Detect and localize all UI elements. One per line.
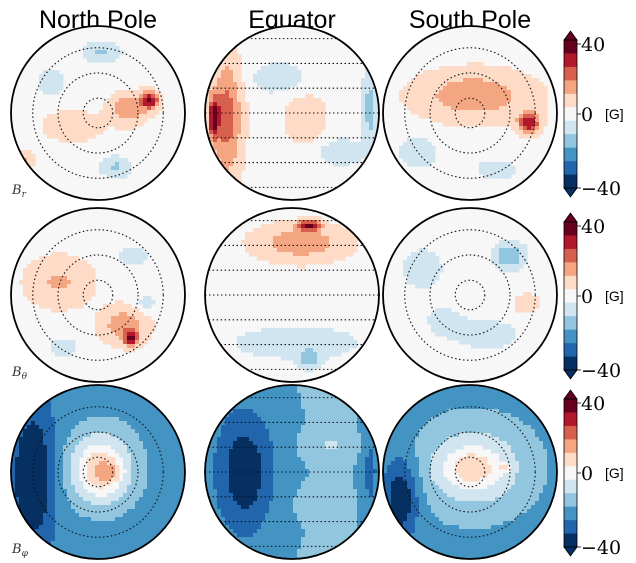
colorbar-level	[564, 356, 577, 371]
colorbar-level	[564, 452, 577, 467]
colorbar-level	[564, 479, 577, 494]
panel-border	[382, 207, 558, 383]
colorbar-1: 40 0 −40 [G]	[563, 212, 624, 382]
colorbar-level	[564, 439, 577, 454]
colorbars: 40 0 −40 [G] 40 0 −40 [G] 40 0 −40 [G]	[563, 30, 624, 559]
panel-0-2	[383, 26, 557, 200]
colorbar-unit: [G]	[605, 106, 624, 122]
colorbar-level	[564, 493, 577, 507]
colorbar-tick-label: −40	[581, 360, 621, 382]
colorbar-level	[564, 262, 577, 277]
colorbar-level	[564, 275, 577, 290]
colorbar-0: 40 0 −40 [G]	[563, 30, 624, 200]
colorbar-level	[564, 302, 577, 317]
panel-1-2	[383, 208, 557, 382]
row-label-0: Br	[11, 183, 27, 200]
row-label-1: Bθ	[11, 365, 28, 382]
colorbar-level	[564, 466, 577, 481]
colorbar-unit: [G]	[605, 465, 624, 481]
panel-border	[10, 25, 186, 201]
colorbar-tick-label: 40	[581, 216, 605, 238]
panel-border	[204, 384, 380, 560]
colorbar-level	[564, 93, 577, 108]
colorbar-level	[564, 289, 577, 304]
colorbar-level	[564, 107, 577, 122]
colorbar-level	[564, 248, 577, 263]
panel-border	[10, 384, 186, 560]
colorbar-level	[564, 533, 577, 548]
panels	[11, 26, 557, 559]
colorbar-level	[564, 235, 577, 250]
panel-grid	[404, 406, 536, 538]
panel-border	[10, 207, 186, 383]
colorbar-level	[564, 520, 577, 534]
row-label-2: Bφ	[11, 542, 29, 559]
panel-grid	[404, 47, 536, 179]
panel-grid	[404, 229, 536, 361]
colorbar-level	[564, 329, 577, 344]
colorbar-tick-label: −40	[581, 537, 621, 559]
panel-border	[204, 25, 380, 201]
colorbar-level	[564, 66, 577, 81]
colorbar-min-arrow	[563, 187, 578, 198]
colorbar-level	[564, 134, 577, 148]
panel-border	[204, 207, 380, 383]
colorbar-level	[564, 316, 577, 330]
colorbar-level	[564, 222, 577, 236]
colorbar-level	[564, 174, 577, 189]
panel-2-2	[383, 385, 557, 559]
colorbar-unit: [G]	[605, 288, 624, 304]
colorbar-level	[564, 80, 577, 95]
panel-grid	[32, 406, 164, 538]
panel-grid	[205, 38, 379, 188]
colorbar-level	[564, 399, 577, 413]
colorbar-level	[564, 343, 577, 357]
colorbar-tick-label: −40	[581, 178, 621, 200]
colorbar-level	[564, 506, 577, 521]
panel-grid	[205, 220, 379, 370]
colorbar-level	[564, 412, 577, 427]
colorbar-max-arrow	[563, 389, 578, 400]
colorbar-level	[564, 147, 577, 162]
colorbar-min-arrow	[563, 546, 578, 557]
colorbar-tick-label: 0	[581, 286, 593, 308]
colorbar-level	[564, 53, 577, 68]
colorbar-tick-label: 0	[581, 463, 593, 485]
colorbar-min-arrow	[563, 369, 578, 380]
colorbar-tick-label: 40	[581, 393, 605, 415]
column-titles: North Pole Equator South Pole	[39, 6, 531, 34]
colorbar-max-arrow	[563, 30, 578, 41]
colorbar-level	[564, 161, 577, 175]
panel-border	[382, 25, 558, 201]
panel-1-0	[11, 208, 185, 382]
colorbar-tick-label: 40	[581, 34, 605, 56]
colorbar-max-arrow	[563, 212, 578, 223]
panel-border	[382, 384, 558, 560]
panel-grid	[32, 47, 164, 179]
panel-grid	[32, 229, 164, 361]
colorbar-level	[564, 40, 577, 54]
colorbar-2: 40 0 −40 [G]	[563, 389, 624, 559]
panel-grid	[205, 397, 379, 547]
colorbar-level	[564, 120, 577, 135]
colorbar-level	[564, 425, 577, 440]
colorbar-tick-label: 0	[581, 104, 593, 126]
